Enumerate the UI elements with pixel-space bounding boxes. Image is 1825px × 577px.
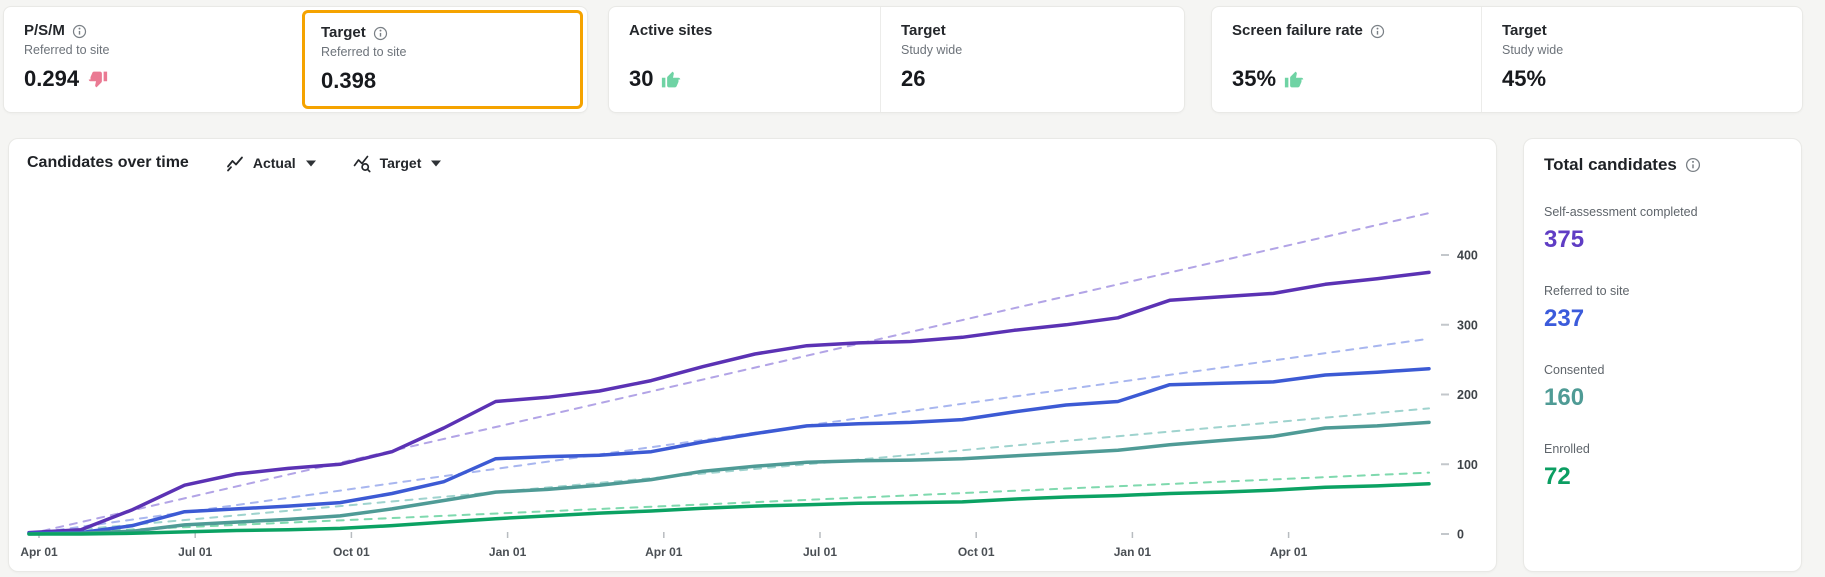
kpi-screen-failure-target[interactable]: Target Study wide 45%	[1481, 7, 1802, 112]
total-item-referred: Referred to site 237	[1544, 284, 1781, 333]
total-item-value: 160	[1544, 384, 1585, 411]
kpi-active-sites-target[interactable]: Target Study wide 26	[880, 7, 1184, 112]
x-tick-label: Apr 01	[1270, 545, 1308, 559]
y-tick-label: 100	[1457, 458, 1478, 472]
x-tick-label: Apr 01	[645, 545, 683, 559]
kpi-psm-target-sublabel: Referred to site	[321, 45, 407, 59]
total-item-value: 375	[1544, 226, 1585, 253]
series-line-referred-to-site-actual-	[27, 366, 1431, 536]
series-line-enrolled-actual-	[27, 482, 1431, 536]
total-candidates-title: Total candidates	[1544, 155, 1677, 174]
kpi-screen-failure-label: Screen failure rate	[1232, 22, 1363, 39]
chart-title: Candidates over time	[27, 154, 189, 171]
series-line-consented-actual-	[27, 420, 1431, 536]
info-icon[interactable]	[373, 26, 388, 41]
thumbs-up-icon	[1284, 71, 1304, 87]
kpi-row: P/S/M Referred to site 0.294 Target Refe…	[3, 6, 1825, 113]
target-dropdown-label: Target	[379, 155, 422, 171]
kpi-screen-failure-sublabel	[1232, 43, 1461, 58]
kpi-active-sites-metric[interactable]: Active sites 30	[609, 7, 880, 112]
y-tick-label: 400	[1457, 249, 1478, 263]
kpi-active-sites-target-value: 26	[901, 66, 926, 91]
x-tick-label: Jul 01	[803, 545, 837, 559]
y-tick-label: 300	[1457, 318, 1478, 332]
total-candidates-panel: Total candidates Self-assessment complet…	[1523, 138, 1802, 572]
total-item-self-assessment: Self-assessment completed 375	[1544, 205, 1781, 254]
chevron-down-icon	[305, 160, 316, 166]
total-item-label: Enrolled	[1544, 442, 1590, 456]
total-item-label: Self-assessment completed	[1544, 205, 1698, 219]
total-item-consented: Consented 160	[1544, 363, 1781, 412]
actual-line-icon	[226, 156, 243, 172]
kpi-active-sites-value: 30	[629, 66, 654, 91]
kpi-active-sites-target-label: Target	[901, 22, 946, 39]
x-tick-label: Oct 01	[958, 545, 995, 559]
y-tick-label: 200	[1457, 388, 1478, 402]
kpi-card-active-sites: Active sites 30 Target Study wide 26	[608, 6, 1185, 113]
info-icon[interactable]	[1685, 157, 1701, 173]
x-tick-label: Apr 01	[20, 545, 58, 559]
kpi-psm-target-value: 0.398	[321, 68, 377, 93]
kpi-screen-failure-target-sublabel: Study wide	[1502, 43, 1564, 57]
target-line-icon	[353, 155, 371, 173]
total-item-label: Referred to site	[1544, 284, 1630, 298]
kpi-active-sites-label: Active sites	[629, 22, 713, 39]
total-item-enrolled: Enrolled 72	[1544, 442, 1781, 491]
x-tick-label: Jan 01	[489, 545, 527, 559]
kpi-active-sites-sublabel	[629, 43, 860, 58]
kpi-psm-value: 0.294	[24, 66, 80, 91]
actual-series-dropdown[interactable]: Actual	[225, 153, 316, 173]
kpi-psm-metric[interactable]: P/S/M Referred to site 0.294	[4, 7, 298, 112]
kpi-screen-failure-metric[interactable]: Screen failure rate 35%	[1212, 7, 1481, 112]
thumbs-down-icon	[88, 71, 108, 87]
kpi-screen-failure-target-value: 45%	[1502, 66, 1547, 91]
kpi-psm-sublabel: Referred to site	[24, 43, 110, 57]
kpi-screen-failure-target-label: Target	[1502, 22, 1547, 39]
kpi-card-screen-failure: Screen failure rate 35% Target Study wid…	[1211, 6, 1803, 113]
total-item-value: 72	[1544, 463, 1571, 490]
kpi-psm-label: P/S/M	[24, 22, 65, 39]
series-line-consented-target-	[28, 407, 1430, 535]
chart-header: Candidates over time Actual Target	[9, 139, 1496, 177]
kpi-psm-target-label: Target	[321, 24, 366, 41]
kpi-card-psm: P/S/M Referred to site 0.294 Target Refe…	[3, 6, 588, 113]
chevron-down-icon	[431, 160, 442, 166]
candidates-over-time-chart: 0 100 200 300 400 Apr 01 Jul 01 Oct 01 Jan 01 Apr…	[20, 212, 1478, 559]
series-line-enrolled-target-	[28, 471, 1430, 535]
actual-dropdown-label: Actual	[252, 155, 296, 171]
candidates-over-time-card: Candidates over time Actual Target 0 100 2…	[8, 138, 1497, 572]
kpi-screen-failure-value: 35%	[1232, 66, 1277, 91]
info-icon[interactable]	[72, 24, 87, 39]
target-series-dropdown[interactable]: Target	[352, 153, 442, 173]
series-line-self-assessment-completed-actual-	[27, 270, 1431, 535]
total-item-label: Consented	[1544, 363, 1605, 377]
kpi-active-sites-target-sublabel: Study wide	[901, 43, 963, 57]
x-tick-label: Jan 01	[1114, 545, 1152, 559]
y-tick-label: 0	[1457, 528, 1464, 542]
series-line-self-assessment-completed-target-	[28, 212, 1430, 535]
x-tick-label: Oct 01	[333, 545, 370, 559]
kpi-psm-target-highlighted[interactable]: Target Referred to site 0.398	[302, 10, 583, 109]
x-tick-label: Jul 01	[178, 545, 212, 559]
info-icon[interactable]	[1370, 24, 1385, 39]
main-row: Candidates over time Actual Target 0 100 2…	[8, 138, 1825, 572]
thumbs-up-icon	[662, 71, 681, 87]
total-item-value: 237	[1544, 305, 1585, 332]
